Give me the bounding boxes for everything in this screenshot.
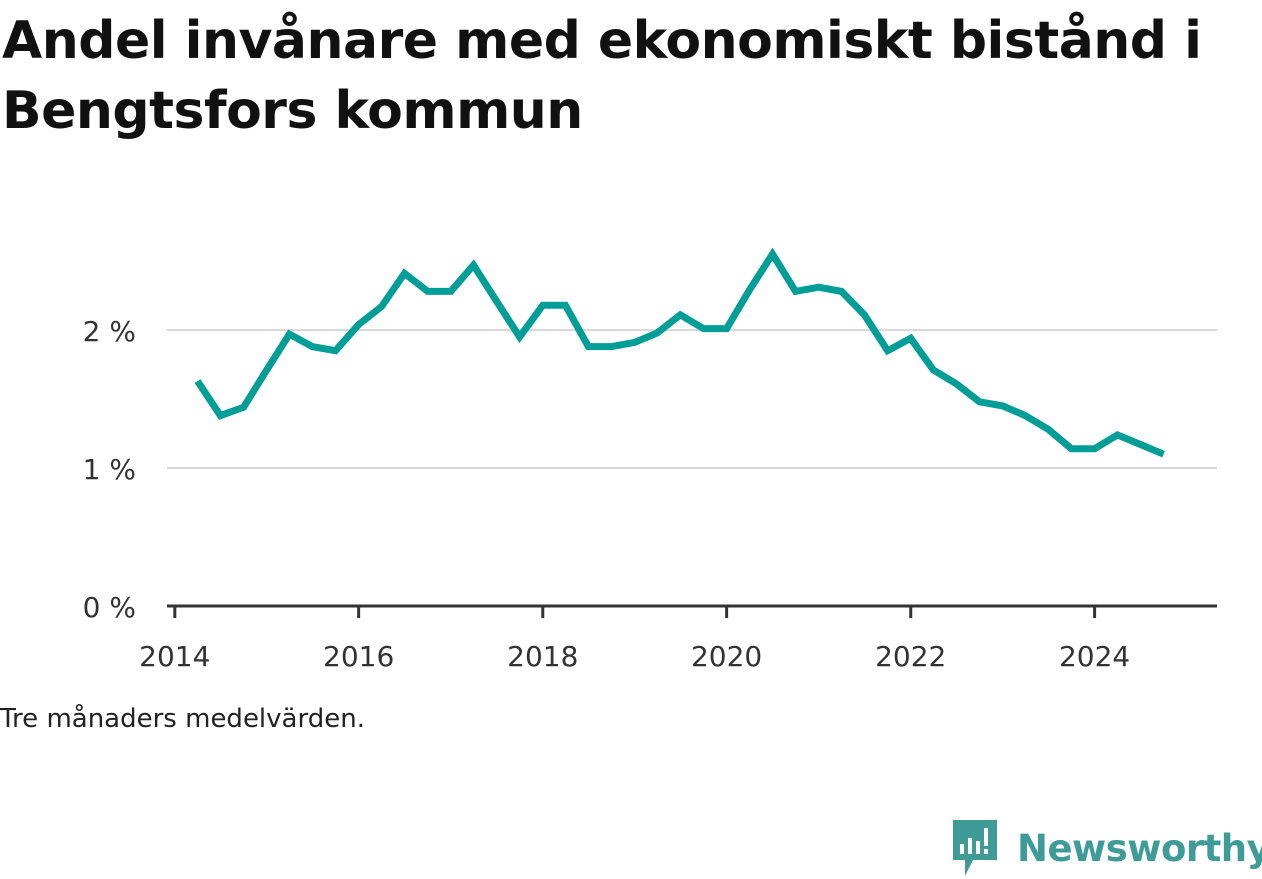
data-point	[562, 302, 568, 308]
data-point	[908, 335, 914, 341]
data-point	[885, 348, 891, 354]
data-point	[286, 331, 292, 337]
data-point	[540, 302, 546, 308]
brand-name: Newsworthy	[1017, 826, 1262, 870]
data-point	[1022, 413, 1028, 419]
data-point	[1092, 446, 1098, 452]
x-tick-label: 2016	[323, 640, 394, 673]
data-point	[448, 288, 454, 294]
data-point	[977, 399, 983, 405]
data-point	[770, 251, 776, 257]
data-point	[632, 339, 638, 345]
bar-chart-speech-bubble-icon	[953, 820, 997, 876]
x-tick-label: 2020	[691, 640, 762, 673]
data-point	[654, 330, 660, 336]
y-tick-label: 0 %	[83, 591, 136, 624]
data-point	[953, 381, 959, 387]
x-tick-label: 2014	[139, 640, 210, 673]
data-point	[1161, 451, 1167, 457]
data-point	[425, 288, 431, 294]
data-point	[724, 326, 730, 332]
data-point	[471, 262, 477, 268]
data-point	[747, 287, 753, 293]
data-point	[264, 367, 270, 373]
y-tick-label: 2 %	[83, 315, 136, 348]
data-point	[1137, 442, 1143, 448]
chart-caption: Tre månaders medelvärden.	[0, 704, 365, 734]
data-point	[493, 298, 499, 304]
data-point	[1115, 432, 1121, 438]
chart-title: Andel invånare med ekonomiskt bistånd i …	[2, 11, 1202, 141]
data-point	[217, 413, 223, 419]
data-points	[195, 251, 1167, 457]
x-tick-label: 2018	[507, 640, 578, 673]
x-axis: 2014 2016 2018 2020 2022 2024	[139, 604, 1217, 673]
data-point	[309, 344, 315, 350]
series-line	[194, 247, 1165, 458]
data-point	[793, 288, 799, 294]
data-point	[379, 304, 385, 310]
data-point	[701, 326, 707, 332]
line-chart: 2014 2016 2018 2020 2022 2024 0 % 1 % 2 %	[83, 247, 1217, 673]
data-point	[402, 270, 408, 276]
data-point	[1045, 426, 1051, 432]
data-point	[839, 288, 845, 294]
data-point	[356, 322, 362, 328]
data-point	[517, 334, 523, 340]
y-tick-label: 1 %	[83, 453, 136, 486]
series-layer	[194, 247, 1165, 458]
gridlines	[167, 329, 1217, 469]
data-point	[861, 312, 867, 318]
data-point	[609, 344, 615, 350]
data-point	[241, 404, 247, 410]
data-point	[677, 312, 683, 318]
data-point	[1068, 446, 1074, 452]
data-point	[930, 367, 936, 373]
data-point	[1000, 403, 1006, 409]
y-axis-labels: 0 % 1 % 2 %	[83, 315, 136, 624]
x-tick-label: 2022	[875, 640, 946, 673]
brand-logo: Newsworthy	[951, 818, 1262, 878]
data-point	[816, 284, 822, 290]
data-point	[585, 344, 591, 350]
data-point	[333, 348, 339, 354]
x-tick-label: 2024	[1059, 640, 1130, 673]
data-point	[195, 378, 201, 384]
